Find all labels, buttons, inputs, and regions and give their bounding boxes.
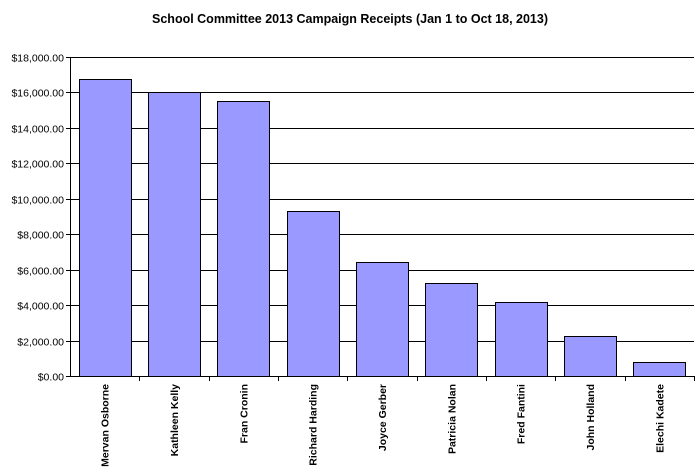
x-category-label: Fred Fantini xyxy=(516,384,528,444)
x-category-label: Patricia Nolan xyxy=(446,384,458,454)
x-category-label: John Holland xyxy=(585,384,597,451)
x-category-label: Richard Harding xyxy=(308,384,320,466)
bar-elechi-kadete xyxy=(633,362,686,377)
y-tick-label: $8,000.00 xyxy=(17,230,64,242)
y-axis-ticks: $0.00 $2,000.00 $4,000.00 $6,000.00 $8,000.0… xyxy=(11,53,64,384)
bar-mervan-osborne xyxy=(79,79,132,377)
bars xyxy=(79,79,686,377)
x-category-label: Kathleen Kelly xyxy=(169,384,181,457)
bar-john-holland xyxy=(564,336,617,377)
x-category-label: Elechi Kadete xyxy=(654,384,666,453)
y-tick-label: $12,000.00 xyxy=(11,159,64,171)
x-axis-labels: Mervan Osborne Kathleen Kelly Fran Cronin R… xyxy=(100,384,667,467)
bar-fred-fantini xyxy=(495,302,548,377)
y-tick-label: $0.00 xyxy=(38,372,64,384)
y-tick-label: $16,000.00 xyxy=(11,88,64,100)
y-tick-label: $2,000.00 xyxy=(17,337,64,349)
bar-patricia-nolan xyxy=(425,283,478,377)
y-tick-label: $18,000.00 xyxy=(11,53,64,65)
bar-richard-harding xyxy=(287,211,340,377)
x-category-label: Mervan Osborne xyxy=(100,384,112,467)
x-category-label: Fran Cronin xyxy=(238,384,250,444)
y-tick-label: $14,000.00 xyxy=(11,124,64,136)
y-tick-label: $6,000.00 xyxy=(17,266,64,278)
x-category-label: Joyce Gerber xyxy=(377,384,389,451)
chart-title: School Committee 2013 Campaign Receipts … xyxy=(152,12,548,26)
y-tick-label: $10,000.00 xyxy=(11,195,64,207)
y-tick-label: $4,000.00 xyxy=(17,301,64,313)
bar-kathleen-kelly xyxy=(148,92,201,377)
bar-fran-cronin xyxy=(217,101,270,377)
bar-joyce-gerber xyxy=(356,262,409,377)
